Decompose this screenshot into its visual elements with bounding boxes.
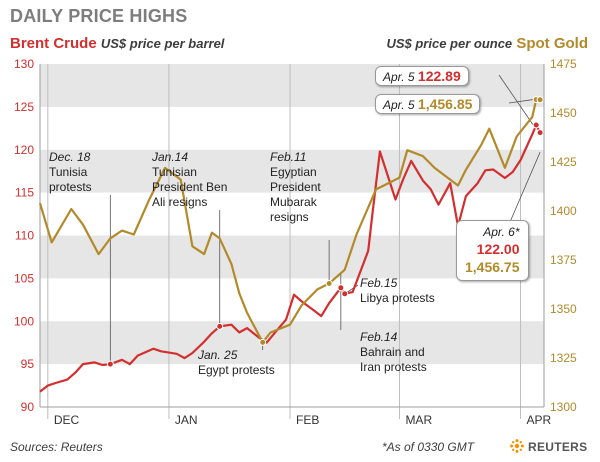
x-tick-label: JAN [175, 413, 198, 427]
event-marker [536, 96, 544, 104]
x-tick-label: MAR [405, 413, 432, 427]
grid-band [40, 321, 544, 365]
annotation-feb11: Feb.11 Egyptian President Mubarak resign… [270, 150, 321, 225]
callout-apr6-brent: 122.00 [476, 241, 520, 257]
gold-unit: US$ price per ounce [386, 36, 513, 51]
annotation-dec18-date: Dec. 18 [49, 150, 91, 164]
left-tick-label: 105 [14, 271, 34, 285]
chart-title: DAILY PRICE HIGHS [10, 6, 188, 26]
left-tick-label: 125 [14, 100, 34, 114]
brent-unit: US$ price per barrel [100, 36, 225, 51]
annotation-feb15-text: Libya protests [360, 291, 435, 305]
annotation-jan14-date: Jan.14 [152, 150, 189, 164]
left-tick-label: 100 [14, 314, 34, 328]
annotation-feb11-date: Feb.11 [270, 150, 307, 164]
callout-apr5-gold-value: 1,456.85 [417, 96, 473, 112]
gold-label: Spot Gold [516, 35, 588, 52]
spot-gold-line [38, 98, 541, 344]
event-marker [341, 290, 349, 298]
gold-legend: US$ price per ounce Spot Gold [386, 35, 588, 52]
right-tick-label: 1425 [550, 155, 577, 169]
annotation-feb15-date: Feb.15 [360, 276, 398, 290]
right-tick-label: 1475 [550, 57, 577, 71]
brent-crude-line [39, 123, 542, 393]
event-marker [337, 284, 345, 292]
reuters-brand: REUTERS [528, 440, 588, 454]
annotation-jan25: Jan. 25 Egypt protests [198, 348, 275, 378]
event-marker [536, 129, 544, 137]
annotation-jan25-date: Jan. 25 [198, 348, 238, 362]
right-tick-label: 1400 [550, 204, 577, 218]
grid-band [40, 149, 544, 193]
leader-apr6 [509, 152, 541, 223]
annotation-jan14: Jan.14 Tunisian President Ben Ali resign… [152, 150, 227, 210]
annotation-feb15: Feb.15 Libya protests [360, 276, 435, 306]
x-tick-label: APR [527, 413, 552, 427]
source-note: Sources: Reuters [10, 440, 103, 454]
annotation-jan25-text: Egypt protests [198, 363, 275, 377]
leader-apr5-gold [508, 99, 534, 104]
asof-note: *As of 0330 GMT [382, 440, 475, 454]
callout-apr6-gold: 1,456.75 [465, 259, 520, 275]
annotation-feb14: Feb.14 Bahrain and Iran protests [360, 330, 427, 375]
callout-apr5-gold: Apr. 5 1,456.85 [375, 94, 481, 114]
right-tick-label: 1450 [550, 106, 577, 120]
event-marker [532, 121, 540, 129]
annotation-feb11-text: Egyptian President Mubarak resigns [270, 165, 321, 224]
brent-legend: Brent Crude US$ price per barrel [10, 35, 224, 52]
right-tick-label: 1300 [550, 400, 577, 414]
callout-apr5-brent-value: 122.89 [417, 68, 461, 84]
left-tick-label: 110 [15, 229, 34, 243]
event-marker [259, 338, 267, 346]
event-marker [216, 322, 224, 330]
annotation-dec18: Dec. 18 Tunisia protests [49, 150, 92, 195]
event-marker [106, 360, 114, 368]
annotation-feb14-text: Bahrain and Iran protests [360, 345, 427, 374]
annotation-jan14-text: Tunisian President Ben Ali resigns [152, 165, 228, 209]
right-tick-label: 1325 [550, 351, 577, 365]
callout-apr5-gold-date: Apr. 5 [383, 98, 415, 112]
callout-apr6-date: Apr. 6* [483, 225, 520, 239]
x-tick-label: FEB [296, 413, 319, 427]
callout-apr5-brent: Apr. 5 122.89 [375, 66, 469, 86]
reuters-logo-icon [509, 438, 525, 459]
annotation-dec18-text: Tunisia protests [49, 165, 92, 194]
left-tick-label: 115 [15, 186, 34, 200]
event-marker [325, 280, 333, 288]
leader-apr5-brent [498, 74, 534, 126]
left-tick-label: 120 [14, 143, 34, 157]
right-tick-label: 1375 [550, 253, 577, 267]
right-tick-label: 1350 [550, 302, 577, 316]
brent-label: Brent Crude [10, 35, 97, 52]
left-tick-label: 130 [14, 57, 34, 71]
left-tick-label: 95 [21, 357, 35, 371]
x-tick-label: DEC [54, 413, 80, 427]
left-tick-label: 90 [21, 400, 35, 414]
callout-apr6: Apr. 6* 122.00 1,456.75 [456, 220, 529, 281]
callout-apr5-brent-date: Apr. 5 [383, 70, 415, 84]
annotation-feb14-date: Feb.14 [360, 330, 398, 344]
